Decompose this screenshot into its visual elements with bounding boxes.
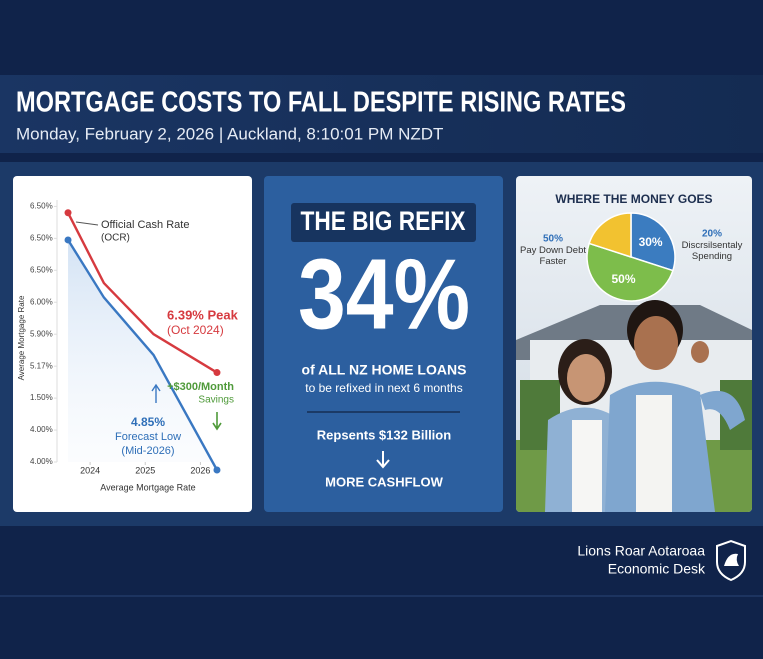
annotation: Savings [198, 395, 234, 406]
footer-shield [716, 539, 746, 582]
annotation: (OCR) [101, 233, 130, 244]
legend-label: Discrsilsentaly Spending [681, 240, 743, 262]
refix-arrow [376, 451, 390, 469]
y-tick-label: 4.00% [30, 425, 53, 434]
page-title: MORTGAGE COSTS TO FALL DESPITE RISING RA… [16, 87, 626, 119]
legend-value: 50% [543, 234, 563, 245]
pie-slice [586, 242, 674, 302]
annotation: Forecast Low [115, 431, 181, 443]
page-subtitle: Monday, February 2, 2026 | Auckland, 8:1… [16, 124, 443, 143]
annotation: (Mid-2026) [121, 445, 174, 457]
legend-label: Pay Down Debt Faster [519, 245, 586, 267]
x-tick-label: 2025 [135, 465, 155, 475]
annotation-arrow [151, 383, 161, 403]
pie-slice [588, 212, 632, 259]
annotation: 4.85% [131, 415, 165, 429]
end-point [64, 209, 72, 217]
refix-line: to be refixed in next 6 months [305, 381, 462, 395]
footer-lion [724, 553, 739, 566]
pie-title: WHERE THE MONEY GOES [555, 192, 712, 206]
x-tick-label: 2026 [190, 465, 210, 475]
footer-line: Lions Roar Aotaroaa [577, 543, 705, 559]
refix-line: MORE CASHFLOW [325, 474, 443, 489]
slice-label: 30% [639, 235, 663, 249]
refix-line: of ALL NZ HOME LOANS [302, 362, 467, 378]
area-shade [68, 239, 217, 471]
series-line [66, 212, 218, 374]
annotation: 6.39% Peak [167, 307, 239, 322]
refix-big-number: 34% [298, 238, 470, 350]
annotation: +$300/Month [167, 381, 234, 393]
annotation-arrow [212, 412, 222, 431]
end-point [213, 369, 221, 377]
refix-panel [264, 176, 503, 512]
y-tick-label: 6.50% [30, 265, 53, 274]
y-tick-label: 5.17% [30, 361, 53, 370]
refix-line: Repsents $132 Billion [317, 427, 451, 442]
refix-title-box [291, 203, 476, 242]
series-line [67, 239, 219, 471]
photo [516, 300, 752, 512]
y-axis-label: Average Mortgage Rate [17, 295, 26, 380]
y-tick-label: 4.00% [30, 457, 53, 466]
y-tick-label: 6.00% [30, 297, 53, 306]
legend-label-box: Pay Down Debt Faster [519, 245, 586, 267]
legend-value: 20% [702, 229, 722, 240]
legend-label-box: Discrsilsentaly Spending [681, 240, 743, 262]
x-tick-label: 2024 [80, 465, 100, 475]
y-tick-label: 6.50% [30, 202, 53, 211]
pie-slice [630, 212, 676, 272]
charts: 6.50% 6.50% 6.50% 6.00% 5.90% 5.17% 1.50% 4.00%… [17, 192, 743, 492]
annotation: (Oct 2024) [167, 323, 224, 337]
header-band [0, 75, 763, 153]
footer-line: Economic Desk [608, 561, 706, 577]
refix-title: THE BIG REFIX [301, 206, 466, 236]
y-tick-label: 5.90% [30, 329, 53, 338]
y-tick-label: 1.50% [30, 393, 53, 402]
end-point [213, 466, 221, 474]
x-axis-label: Average Mortgage Rate [100, 482, 195, 492]
annotation-leader [75, 221, 99, 226]
y-tick-label: 6.50% [30, 233, 53, 242]
end-point [64, 236, 72, 244]
slice-label: 50% [612, 272, 636, 286]
annotation: Official Cash Rate [101, 219, 189, 231]
